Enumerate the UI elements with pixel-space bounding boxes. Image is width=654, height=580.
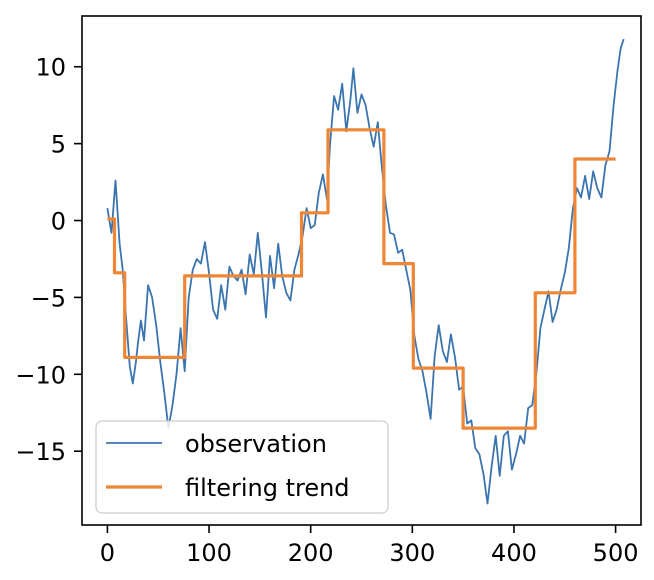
y-tick-label: 10 bbox=[35, 54, 66, 82]
x-tick-label: 100 bbox=[186, 539, 232, 567]
series-layer bbox=[106, 38, 625, 505]
legend-label-filtering-trend: filtering trend bbox=[185, 474, 350, 502]
x-tick-label: 200 bbox=[288, 539, 334, 567]
legend: observation filtering trend bbox=[95, 420, 389, 514]
x-tick-label: 300 bbox=[389, 539, 435, 567]
legend-box bbox=[95, 420, 389, 514]
y-tick-label: −5 bbox=[31, 284, 66, 312]
series-line-filtering-trend bbox=[107, 128, 616, 430]
y-tick-label: 5 bbox=[51, 131, 66, 159]
plot-frame bbox=[81, 15, 642, 526]
x-tick-label: 400 bbox=[491, 539, 537, 567]
x-tick-label: 500 bbox=[593, 539, 639, 567]
y-tick-label: −10 bbox=[15, 361, 66, 389]
ticks-layer: 0 100 200 300 400 500 10 5 0 −5 −10 −15 bbox=[15, 54, 638, 567]
legend-label-observation: observation bbox=[185, 430, 327, 458]
y-tick-label: 0 bbox=[51, 208, 66, 236]
y-tick-label: −15 bbox=[15, 438, 66, 466]
x-tick-label: 0 bbox=[100, 539, 115, 567]
series-line-observation bbox=[106, 38, 625, 505]
